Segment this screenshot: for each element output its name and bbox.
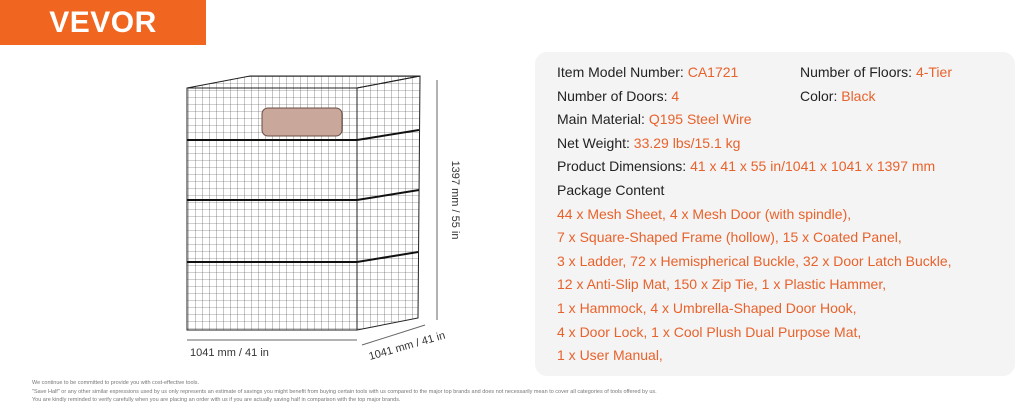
package-line: 12 x Anti-Slip Mat, 150 x Zip Tie, 1 x P… (557, 276, 887, 293)
spec-row: Item Model Number: CA1721 (557, 64, 738, 80)
disclaimer-line: "Save Half" or any other similar express… (32, 388, 657, 395)
logo: VEVOR (0, 0, 206, 45)
height-label: 1397 mm / 55 in (449, 161, 461, 240)
spec-row: Product Dimensions: 41 x 41 x 55 in/1041… (557, 158, 935, 174)
spec-label: Main Material: (557, 111, 649, 128)
disclaimer-line: We continue to be committed to provide y… (32, 380, 200, 386)
spec-row: Number of Doors: 4 (557, 88, 679, 104)
package-line: 1 x User Manual, (557, 347, 663, 364)
tier-frames (187, 129, 420, 263)
width-label: 1041 mm / 41 in (190, 347, 269, 359)
spec-label: Product Dimensions: (557, 158, 691, 175)
spec-row: Number of Floors: 4-Tier (800, 64, 952, 80)
spec-label: Color: (800, 87, 842, 104)
spec-value: 33.29 lbs/15.1 kg (633, 134, 741, 151)
cage-side (356, 75, 421, 331)
spec-row: Color: Black (800, 88, 875, 104)
spec-value: 41 x 41 x 55 in/1041 x 1041 x 1397 mm (690, 158, 936, 175)
package-line: 44 x Mesh Sheet, 4 x Mesh Door (with spi… (557, 205, 852, 222)
spec-value: Black (841, 87, 876, 104)
spec-value: Q195 Steel Wire (648, 111, 752, 128)
spec-row: Net Weight: 33.29 lbs/15.1 kg (557, 135, 740, 151)
spec-label: Item Model Number: (557, 64, 688, 80)
spec-row: Main Material: Q195 Steel Wire (557, 111, 752, 127)
hammock (261, 107, 343, 137)
spec-label: Number of Doors: (557, 87, 672, 104)
spec-panel (535, 52, 1015, 376)
spec-label: Number of Floors: (800, 64, 916, 80)
package-line: 1 x Hammock, 4 x Umbrella-Shaped Door Ho… (557, 300, 857, 316)
depth-label: 1041 mm / 41 in (368, 330, 447, 363)
spec-value: 4-Tier (915, 64, 952, 80)
package-line: 7 x Square-Shaped Frame (hollow), 15 x C… (557, 229, 902, 246)
package-line: 3 x Ladder, 72 x Hemispherical Buckle, 3… (557, 252, 952, 269)
product-drawing: 1397 mm / 55 in 1041 mm / 41 in 1041 mm … (186, 75, 461, 363)
depth-line (361, 324, 426, 346)
spec-value: 4 (671, 87, 680, 104)
spec-value: CA1721 (687, 64, 739, 80)
package-line: 4 x Door Lock, 1 x Cool Plush Dual Purpo… (557, 323, 862, 340)
spec-label: Net Weight: (557, 134, 634, 151)
disclaimer-line: You are kindly reminded to verify carefu… (32, 397, 401, 403)
package-title: Package Content (557, 182, 665, 198)
